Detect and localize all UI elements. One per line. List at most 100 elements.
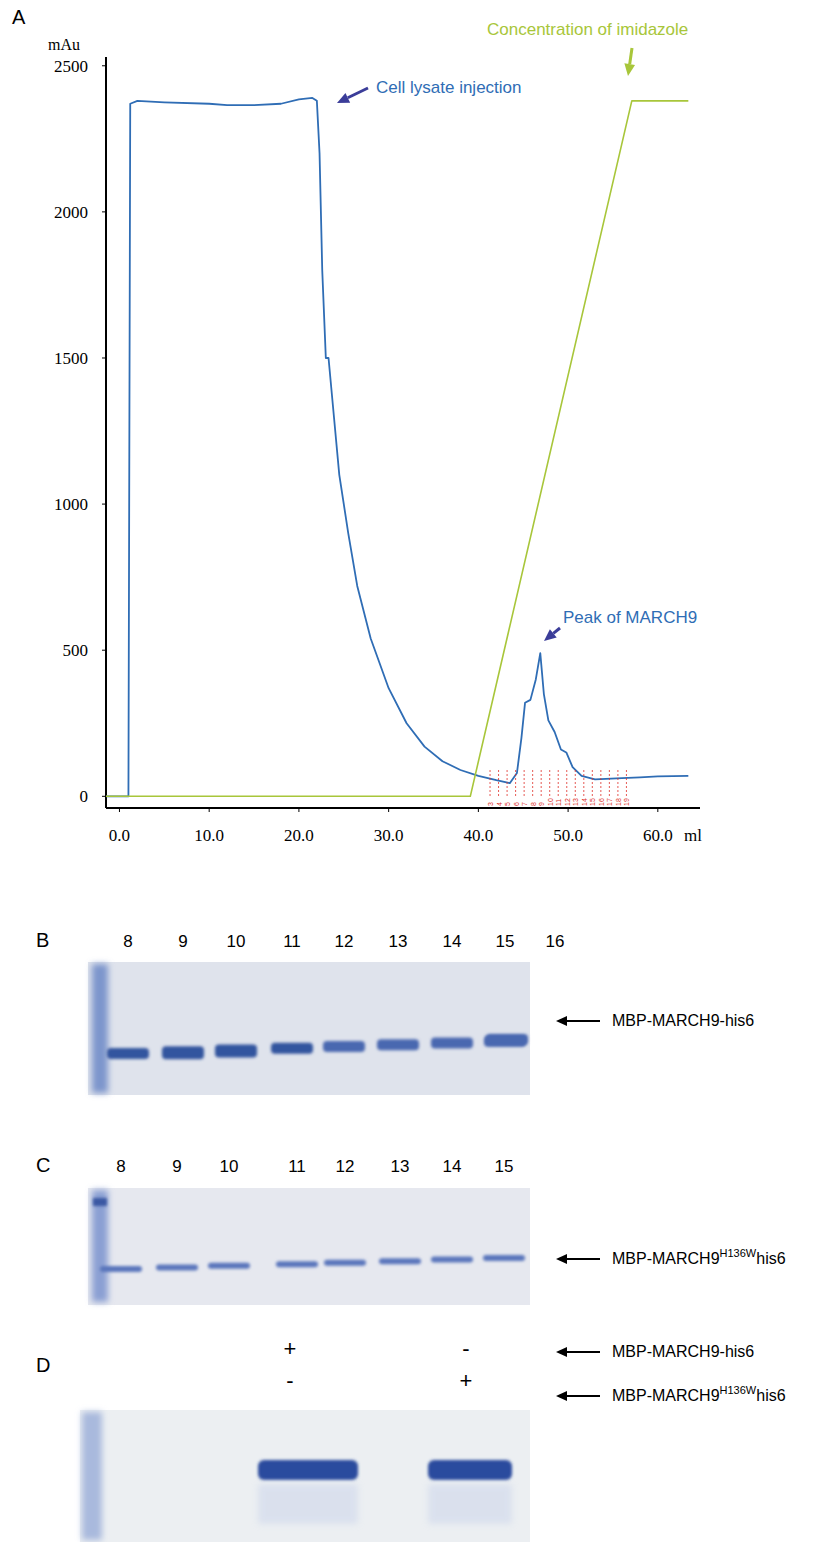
lane-label: 16 [546, 932, 565, 951]
gel [88, 962, 530, 1095]
gel-band [258, 1460, 358, 1480]
gel-band [324, 1260, 366, 1266]
panel-letter: C [36, 1154, 50, 1176]
y-tick-label: 2500 [54, 57, 88, 76]
x-tick [478, 808, 479, 812]
lane-label: 9 [172, 1157, 181, 1176]
gel-band [271, 1043, 313, 1054]
label-part: MBP-MARCH9-his6 [612, 1343, 754, 1360]
label-arrow [556, 1016, 600, 1026]
fraction-label: 4 [496, 802, 503, 806]
panel-letter: A [12, 6, 26, 28]
x-tick-label: 40.0 [463, 826, 493, 845]
label-part: MBP-MARCH9-his6 [612, 1012, 754, 1029]
lane-label: 14 [443, 932, 462, 951]
fraction-label: 14 [581, 798, 588, 806]
arrow-shaft [567, 1395, 600, 1397]
arrow-head [556, 1347, 567, 1357]
fraction-marker [490, 770, 491, 797]
fraction-marker [532, 770, 533, 797]
gel [80, 1410, 530, 1542]
x-axis-title: ml [684, 826, 702, 845]
annotation-arrow [544, 628, 560, 641]
label-arrow [556, 1391, 600, 1401]
x-tick [209, 808, 210, 812]
arrow-shaft [553, 628, 560, 633]
arrow-head [544, 629, 557, 641]
lane-mark: - [462, 1336, 469, 1361]
label-sup: H136W [720, 1247, 757, 1259]
panel-letter: B [36, 929, 49, 951]
x-tick-label: 20.0 [284, 826, 314, 845]
gel-band [431, 1038, 473, 1049]
lane-label: 11 [288, 1157, 306, 1176]
annotation: Cell lysate injection [376, 78, 522, 97]
band-label: MBP-MARCH9H136Whis6 [612, 1384, 786, 1404]
lane-mark: + [284, 1336, 297, 1361]
y-tick [102, 504, 106, 505]
fraction-marker [592, 770, 593, 797]
fraction-label: 5 [504, 802, 511, 806]
y-tick-label: 1500 [54, 349, 88, 368]
y-axis-title: mAu [48, 36, 80, 53]
fraction-marker [575, 770, 576, 797]
fraction-label: 17 [606, 798, 613, 806]
fraction-label: 18 [615, 798, 622, 806]
lane-label: 8 [123, 932, 132, 951]
x-axis [106, 807, 700, 809]
arrow-head [556, 1391, 567, 1401]
fraction-marker [617, 770, 618, 797]
fraction-label: 7 [521, 802, 528, 806]
annotation: Peak of MARCH9 [563, 608, 697, 627]
marker-lane [82, 1412, 102, 1540]
label-part: his6 [756, 1387, 785, 1404]
lane-label: 10 [220, 1157, 239, 1176]
gel-band [156, 1264, 198, 1270]
y-tick-label: 500 [63, 641, 89, 660]
lane-label: 12 [335, 932, 354, 951]
fraction-label: 13 [572, 798, 579, 806]
fraction-marker [541, 770, 542, 797]
panel-letter: D [36, 1354, 50, 1376]
fraction-label: 12 [564, 798, 571, 806]
x-tick-label: 60.0 [643, 826, 673, 845]
x-tick-label: 30.0 [374, 826, 404, 845]
lane-label: 14 [443, 1157, 462, 1176]
x-tick-label: 10.0 [194, 826, 224, 845]
fraction-label: 15 [589, 798, 596, 806]
fraction-marker [609, 770, 610, 797]
lane-label: 9 [178, 932, 187, 951]
y-axis [105, 57, 107, 808]
gel-band [431, 1257, 473, 1263]
fraction-label: 9 [538, 802, 545, 806]
fraction-marker [566, 770, 567, 797]
x-tick-label: 0.0 [109, 826, 130, 845]
annotation-arrow [337, 88, 368, 103]
y-tick-label: 0 [80, 787, 89, 806]
fraction-marker [549, 770, 550, 797]
arrow-head [556, 1016, 567, 1026]
fraction-marker [507, 770, 508, 797]
lane-mark: - [286, 1368, 293, 1393]
fraction-label: 8 [530, 802, 537, 806]
gel [88, 1188, 530, 1305]
y-tick [102, 357, 106, 358]
fraction-label: 16 [598, 798, 605, 806]
y-tick [102, 796, 106, 797]
label-part: his6 [756, 1250, 785, 1267]
lane-label: 11 [283, 932, 301, 951]
label-arrow [556, 1254, 600, 1264]
arrow-head [556, 1254, 567, 1264]
band-label: MBP-MARCH9-his6 [612, 1343, 754, 1360]
gel-band [483, 1255, 525, 1261]
gel-band [162, 1046, 204, 1059]
gel-band [377, 1039, 419, 1050]
gel-band [428, 1460, 512, 1480]
lane-label: 12 [336, 1157, 355, 1176]
band-label: MBP-MARCH9H136Whis6 [612, 1247, 786, 1267]
fraction-marker [498, 770, 499, 797]
series-line [106, 98, 688, 796]
fraction-label: 11 [555, 799, 562, 806]
label-part: MBP-MARCH9 [612, 1250, 720, 1267]
arrow-head [337, 93, 350, 103]
